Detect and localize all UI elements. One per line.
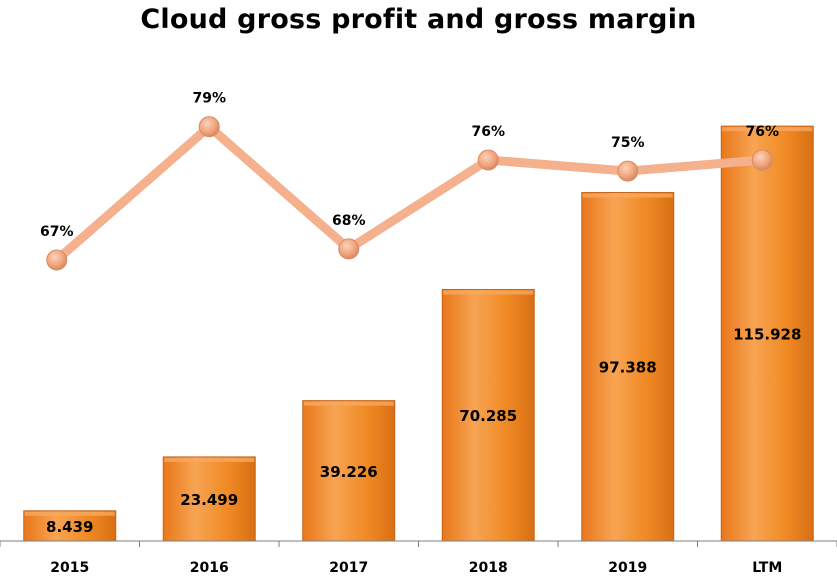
bar-value-label: 115.928 [733, 326, 801, 344]
margin-marker [338, 238, 360, 260]
x-tick-label: 2019 [608, 560, 647, 576]
bar-value-label: 23.499 [180, 491, 238, 509]
axis-layer: 2015 2016 2017 2018 2019 LTM [0, 540, 837, 576]
bar-top-highlight [24, 511, 115, 516]
margin-value-label: 76% [471, 124, 505, 140]
bar-top-highlight [443, 290, 534, 295]
margin-marker [198, 116, 220, 138]
bar-2016 [162, 456, 256, 542]
bar-2015 [23, 510, 117, 542]
x-tick-label: LTM [752, 560, 782, 576]
bar-2019 [581, 191, 675, 542]
margin-marker [751, 149, 773, 171]
bar-value-label: 97.388 [599, 359, 657, 377]
margin-value-label: 79% [192, 91, 226, 107]
margin-line [52, 122, 767, 265]
bar-top-highlight [582, 193, 673, 198]
margin-marker [477, 149, 499, 171]
margin-marker [617, 160, 639, 182]
margin-value-label: 75% [611, 135, 645, 151]
bar-value-label: 70.285 [459, 407, 517, 425]
bar-top-highlight [722, 127, 813, 132]
bar-2017 [302, 400, 396, 542]
chart-title: Cloud gross profit and gross margin [140, 4, 697, 35]
bar-2018 [441, 288, 535, 542]
x-tick-label: 2018 [469, 560, 508, 576]
line-layer [46, 116, 773, 271]
x-tick-label: 2015 [50, 560, 89, 576]
bar-top-highlight [303, 401, 394, 406]
labels-layer: 8.439 23.499 39.226 70.285 97.388 115.928 67% 7… [40, 91, 801, 536]
bars-layer [23, 125, 814, 542]
bar-value-label: 39.226 [320, 463, 378, 481]
margin-marker [46, 249, 68, 271]
bar-value-label: 8.439 [46, 518, 93, 536]
margin-value-label: 67% [40, 224, 74, 240]
x-tick-label: 2017 [329, 560, 368, 576]
x-tick-label: 2016 [190, 560, 229, 576]
margin-value-label: 68% [332, 213, 366, 229]
margin-value-label: 76% [745, 124, 779, 140]
bar-top-highlight [164, 457, 255, 462]
